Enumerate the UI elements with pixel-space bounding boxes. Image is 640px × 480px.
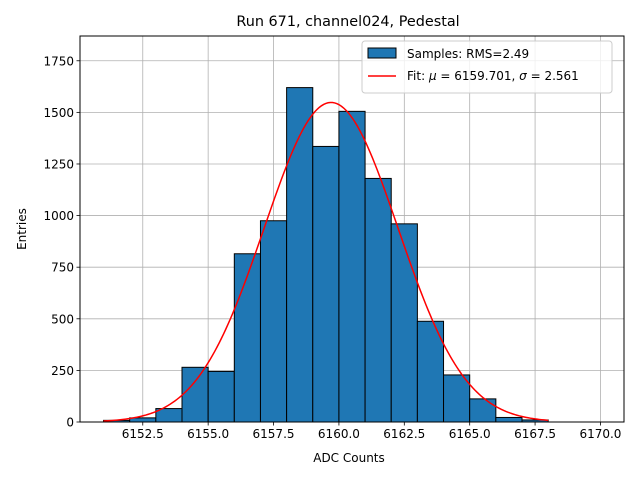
x-tick-label: 6167.5 bbox=[514, 427, 556, 441]
x-tick-label: 6152.5 bbox=[122, 427, 164, 441]
legend-fit-mu-value: = 6159.701, bbox=[437, 69, 520, 83]
histogram-bar bbox=[338, 110, 366, 423]
y-tick-label: 750 bbox=[51, 261, 74, 275]
histogram-bar bbox=[312, 145, 340, 423]
y-tick-label: 1250 bbox=[43, 157, 74, 171]
gaussian-fit-curve bbox=[103, 101, 549, 422]
x-tick-label: 6170.0 bbox=[579, 427, 621, 441]
legend-fit-sigma-symbol: σ bbox=[519, 69, 527, 83]
histogram-bars bbox=[103, 87, 549, 423]
legend-fit-mu-symbol: μ bbox=[428, 69, 437, 83]
fit-curve-layer bbox=[103, 101, 549, 422]
chart-title: Run 671, channel024, Pedestal bbox=[236, 14, 459, 30]
x-tick-label: 6155.0 bbox=[187, 427, 229, 441]
x-tick-label: 6160.0 bbox=[318, 427, 360, 441]
histogram-bar bbox=[207, 370, 235, 423]
legend-samples-label: Samples: RMS=2.49 bbox=[407, 47, 529, 61]
legend-fit-label: Fit: μ = 6159.701, σ = 2.561 bbox=[407, 69, 579, 83]
histogram-bar bbox=[364, 177, 392, 423]
y-tick-label: 0 bbox=[66, 416, 74, 430]
y-axis-ticks: 0 250 500 750 1000 1250 1500 1750 bbox=[43, 54, 80, 430]
histogram-bar bbox=[416, 320, 445, 423]
y-tick-label: 500 bbox=[51, 312, 74, 326]
axes-frame bbox=[79, 35, 625, 423]
x-tick-label: 6165.0 bbox=[449, 427, 491, 441]
y-tick-label: 1000 bbox=[43, 209, 74, 223]
y-tick-label: 250 bbox=[51, 364, 74, 378]
x-tick-label: 6157.5 bbox=[253, 427, 295, 441]
x-axis-label: ADC Counts bbox=[313, 451, 385, 465]
legend-fit-prefix: Fit: bbox=[407, 69, 429, 83]
legend: Samples: RMS=2.49 Fit: μ = 6159.701, σ =… bbox=[361, 40, 613, 94]
x-tick-label: 6162.5 bbox=[383, 427, 425, 441]
histogram-bar bbox=[181, 366, 209, 423]
histogram-bar bbox=[469, 398, 497, 423]
histogram-bar bbox=[259, 220, 288, 423]
histogram-bar bbox=[390, 223, 418, 423]
histogram-bar bbox=[286, 87, 314, 423]
y-tick-label: 1750 bbox=[43, 54, 74, 68]
x-axis-ticks: 6152.5 6155.0 6157.5 6160.0 6162.5 6165.0 6167… bbox=[122, 422, 621, 441]
y-axis-label: Entries bbox=[15, 208, 29, 250]
histogram-bar bbox=[495, 416, 523, 423]
legend-box bbox=[361, 40, 613, 94]
histogram-bar bbox=[443, 374, 471, 423]
histogram-bar bbox=[233, 253, 261, 423]
y-tick-label: 1500 bbox=[43, 106, 74, 120]
legend-fit-sigma-value: = 2.561 bbox=[527, 69, 579, 83]
legend-samples-swatch bbox=[367, 47, 397, 59]
